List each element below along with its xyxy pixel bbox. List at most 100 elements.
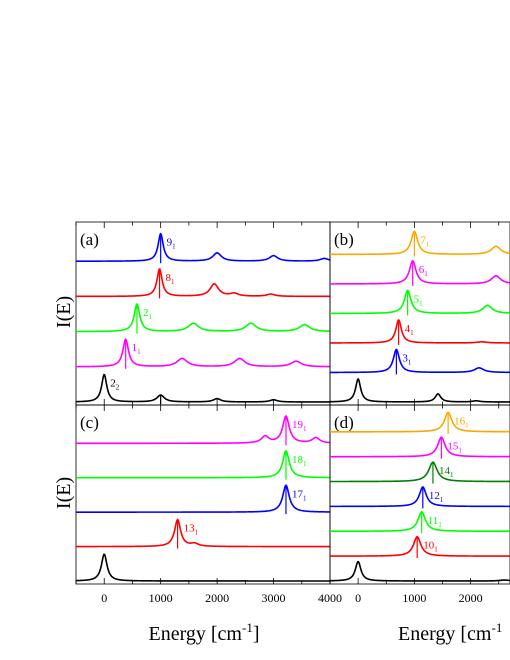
panel-a-series-2-1-label-text: 2: [143, 307, 149, 319]
panel-c-label: (c): [80, 413, 99, 432]
panel-c-series-13-1-label: 131: [184, 523, 199, 537]
panel-b-series-7-1-label-sub: 1: [426, 240, 430, 248]
panel-a-series-2-1-label: 21: [143, 307, 153, 321]
panel-b-series-4-1-label: 41: [405, 323, 415, 337]
panel-d-tick-label: 2000: [459, 591, 483, 605]
panel-b-series-3-1-line: [330, 348, 510, 374]
panel-b-series-7-1-label-text: 7: [420, 234, 426, 246]
panel-b-series-5-1-line: [330, 289, 510, 315]
panel-c-series-17-1-label-sub: 1: [303, 494, 307, 502]
panel-a-series-2-1-line: [76, 302, 331, 333]
panel-d-series-10-1-label: 101: [423, 540, 438, 554]
panel-a-series-1-1-line: [75, 338, 331, 368]
panel-d-tick-label: 0: [355, 591, 361, 605]
panel-d-series-ref-line: [329, 560, 510, 582]
panel-d-series-14-1-label-sub: 1: [450, 471, 454, 479]
panel-c-series-18-1-label-text: 18: [292, 454, 304, 466]
panel-b-series-4-1-label-sub: 1: [410, 329, 414, 337]
panel-a-series-1-1-label: 11: [132, 342, 142, 356]
x-axis-label-left-text: Energy [cm: [148, 623, 242, 645]
panel-d-series-15-1-label-text: 15: [447, 440, 459, 452]
panel-b-series-6-1-line: [330, 259, 510, 285]
panel-a-series-9-1-label-sub: 1: [172, 243, 176, 251]
x-axis-label-left-exp: -1: [242, 620, 253, 635]
panel-b-series-ref-line: [329, 378, 510, 403]
panel-d-frame: [329, 404, 510, 585]
panel-d-tick-label: 1000: [402, 591, 426, 605]
x-axis-label-left-close: ]: [253, 623, 260, 645]
panel-b-series-7-1-label: 71: [420, 234, 430, 248]
panel-b-series-6-1-label-sub: 1: [424, 270, 428, 278]
panel-b-series-3-1-label-text: 3: [402, 352, 408, 364]
panel-d-series-10-1-label-text: 10: [423, 540, 435, 552]
panel-d-series-11-1-label-sub: 1: [438, 521, 442, 529]
panel-a-series-2-2-label-text: 2: [110, 377, 116, 389]
panel-d-series-12-1-label-sub: 1: [440, 496, 444, 504]
x-axis-label-right-exp: -1: [492, 620, 503, 635]
x-axis-label-left: Energy [cm-1]: [148, 620, 259, 645]
panel-d-series-11-1-label-text: 11: [428, 515, 439, 527]
panel-a-series-2-2-label-sub: 2: [116, 383, 120, 391]
panel-a-series-2-1-label-sub: 1: [148, 313, 152, 321]
panel-b-series-3-1-label: 31: [402, 352, 412, 366]
x-axis-label-right-text: Energy [cm: [398, 623, 492, 645]
x-axis-label-right: Energy [cm-1: [398, 620, 502, 645]
panel-a-series-9-1-label-text: 9: [167, 237, 173, 249]
panel-c-series-18-1-label-sub: 1: [303, 460, 307, 468]
panel-a-series-2-2-label: 22: [110, 377, 120, 391]
panel-b-series-5-1-label-sub: 1: [419, 299, 423, 307]
panel-c-tick-label: 3000: [262, 591, 286, 605]
panel-a-series-2-2-line: [75, 373, 330, 403]
panel-c-series-13-1-label-sub: 1: [195, 529, 199, 537]
panel-d-series-10-1-label-sub: 1: [434, 546, 438, 554]
panel-c-tick-label: 4000: [318, 591, 342, 605]
panel-d-series-12-1-line: [330, 486, 510, 508]
panel-a-label: (a): [80, 230, 99, 249]
panel-c-series-13-1-line: [76, 518, 330, 548]
panel-d-series-15-1-label: 151: [447, 440, 462, 454]
panel-d-series-10-1-line: [330, 535, 510, 557]
panel-d-series-12-1-label-text: 12: [429, 490, 440, 502]
panel-a-series-1-1-label-text: 1: [132, 342, 138, 354]
panel-d-series-16-1-label: 161: [454, 415, 469, 429]
panel-c-tick-label: 2000: [205, 591, 229, 605]
panel-c-series-ref-line: [75, 553, 330, 582]
panel-d-label: (d): [334, 413, 354, 432]
panel-c-series-13-1-label-text: 13: [184, 523, 196, 535]
panel-a-series-9-1-label: 91: [167, 237, 177, 251]
panel-c-series-17-1-line: [76, 484, 331, 513]
panel-d-series-11-1-line: [330, 511, 510, 533]
panel-c-series-19-1-label-sub: 1: [303, 425, 307, 433]
panel-d-series-14-1-line: [330, 461, 510, 483]
panel-b-series-5-1-label-text: 5: [414, 293, 420, 305]
panel-d-series-16-1-line: [330, 411, 510, 433]
panel-c-series-19-1-label: 191: [292, 419, 307, 433]
panel-c-series-19-1-label-text: 19: [292, 419, 304, 431]
panel-c-tick-label: 1000: [149, 591, 173, 605]
panel-b-series-6-1-label: 61: [419, 264, 429, 278]
y-axis-label-bottom: I(E): [53, 477, 75, 509]
panel-c-series-17-1-label-text: 17: [292, 488, 304, 500]
panel-c-series-18-1-line: [76, 449, 331, 479]
panel-a-series-9-1-line: [76, 232, 331, 262]
panel-c-series-18-1-label: 181: [292, 454, 307, 468]
panel-b-series-3-1-label-sub: 1: [408, 358, 412, 366]
panel-d-series-11-1-label: 111: [428, 515, 443, 529]
panel-b-series-6-1-label-text: 6: [419, 264, 425, 276]
panel-b-series-4-1-line: [330, 319, 510, 344]
panel-d-series-12-1-label: 121: [429, 490, 444, 504]
panel-c-tick-label: 0: [101, 591, 107, 605]
panel-c-series-19-1-line: [76, 415, 331, 445]
panel-b-series-4-1-label-text: 4: [405, 323, 411, 335]
panel-a-series-8-1-label-sub: 1: [171, 278, 175, 286]
panel-d-series-16-1-label-text: 16: [454, 415, 466, 427]
panel-d-series-15-1-line: [330, 436, 510, 458]
panel-a-series-8-1-label: 81: [166, 272, 176, 286]
panel-a-series-8-1-label-text: 8: [166, 272, 172, 284]
panel-d-series-15-1-label-sub: 1: [458, 446, 462, 454]
panel-b-series-7-1-line: [330, 230, 510, 256]
panel-a-series-8-1-line: [76, 268, 330, 298]
panel-d-series-14-1-label-text: 14: [439, 465, 451, 477]
